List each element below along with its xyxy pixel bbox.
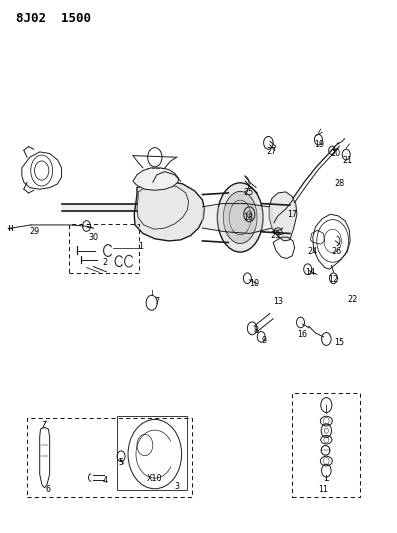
- Text: 12: 12: [328, 276, 339, 284]
- Polygon shape: [134, 181, 204, 241]
- Text: 1: 1: [139, 242, 143, 251]
- Ellipse shape: [218, 183, 263, 252]
- Text: 11: 11: [318, 485, 329, 494]
- Text: 10: 10: [249, 279, 259, 288]
- Text: 2: 2: [103, 258, 108, 266]
- Text: 18: 18: [243, 213, 253, 222]
- Text: 24: 24: [308, 247, 318, 256]
- Text: 16: 16: [297, 330, 307, 339]
- Text: 6: 6: [45, 485, 50, 494]
- Text: X10: X10: [146, 474, 162, 483]
- Text: 25: 25: [243, 189, 253, 197]
- Text: 13: 13: [273, 297, 283, 305]
- Text: 26: 26: [331, 247, 342, 256]
- Text: 4: 4: [103, 477, 108, 485]
- Text: 17: 17: [287, 210, 297, 219]
- Text: 15: 15: [334, 338, 345, 346]
- Text: 8: 8: [254, 326, 258, 335]
- Text: 22: 22: [347, 295, 358, 304]
- Text: 23: 23: [271, 231, 281, 240]
- Text: 8J02  1500: 8J02 1500: [16, 12, 91, 25]
- Text: 9: 9: [262, 336, 266, 344]
- Text: 29: 29: [30, 228, 40, 236]
- Text: 30: 30: [88, 233, 98, 241]
- Text: 7: 7: [154, 297, 159, 305]
- Text: 19: 19: [314, 141, 325, 149]
- Polygon shape: [269, 192, 297, 241]
- Text: 3: 3: [174, 482, 179, 491]
- Text: 27: 27: [267, 148, 277, 156]
- Text: 28: 28: [334, 180, 345, 188]
- Text: 5: 5: [119, 458, 123, 467]
- Text: 21: 21: [342, 157, 353, 165]
- Ellipse shape: [223, 191, 257, 244]
- Text: 14: 14: [304, 269, 315, 277]
- Polygon shape: [133, 168, 179, 190]
- Text: 20: 20: [330, 149, 341, 158]
